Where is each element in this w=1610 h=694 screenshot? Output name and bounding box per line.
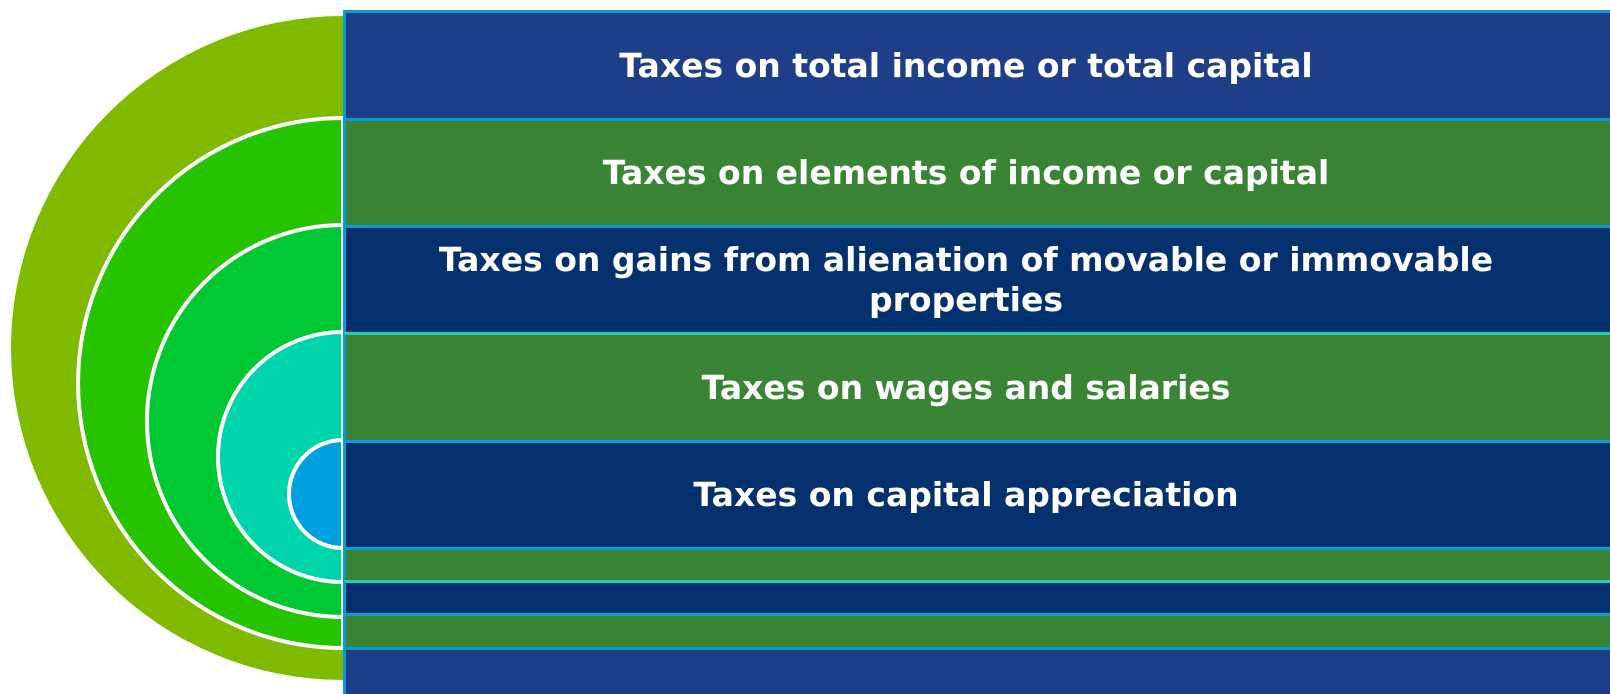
band: Taxes on total income or total capital — [343, 10, 1610, 118]
band — [343, 613, 1610, 647]
band — [343, 647, 1610, 694]
band: Taxes on gains from alienation of movabl… — [343, 225, 1610, 332]
band-label: Taxes on gains from alienation of movabl… — [438, 240, 1494, 319]
band-label: Taxes on wages and salaries — [701, 367, 1231, 407]
band-label: Taxes on capital appreciation — [693, 475, 1239, 514]
arc-5 — [287, 437, 345, 551]
band: Taxes on wages and salaries — [343, 332, 1610, 440]
band — [343, 547, 1610, 580]
band: Taxes on capital appreciation — [343, 440, 1610, 547]
band: Taxes on elements of income or capital — [343, 118, 1610, 225]
band-label: Taxes on elements of income or capital — [602, 153, 1330, 192]
band — [343, 580, 1610, 613]
band-label: Taxes on total income or total capital — [619, 45, 1313, 85]
